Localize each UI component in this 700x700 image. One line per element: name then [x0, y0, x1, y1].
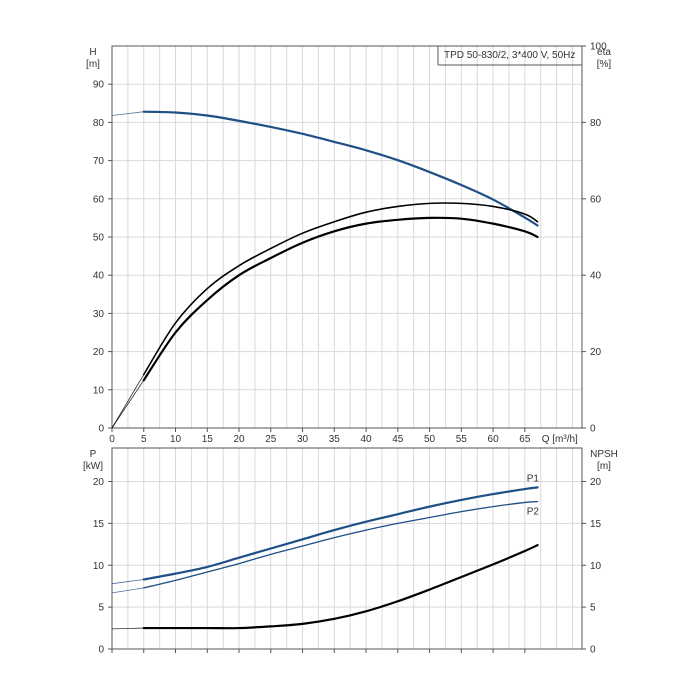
y2-tick-label: 60 — [590, 194, 602, 205]
y-tick-label: 60 — [93, 194, 105, 205]
y-tick-label: 50 — [93, 233, 105, 244]
y2-axis-unit: [m] — [597, 461, 611, 472]
series-label-p1: P1 — [527, 473, 540, 484]
y-axis-unit: [m] — [86, 59, 100, 70]
y2-tick-label: 20 — [590, 477, 602, 488]
y-tick-label: 5 — [98, 603, 104, 614]
y-axis-unit: [kW] — [83, 461, 103, 472]
series-line-npsh — [142, 544, 539, 630]
y2-tick-label: 40 — [590, 271, 602, 282]
x-tick-label: 15 — [202, 434, 214, 445]
y-tick-label: 20 — [93, 347, 105, 358]
y-tick-label: 30 — [93, 309, 105, 320]
x-tick-label: 50 — [424, 434, 436, 445]
y-tick-label: 90 — [93, 80, 105, 91]
chart-title: TPD 50-830/2, 3*400 V, 50Hz — [444, 50, 575, 61]
y-tick-label: 40 — [93, 271, 105, 282]
series-line-eta-lower — [142, 216, 539, 382]
y-tick-label: 20 — [93, 477, 105, 488]
x-tick-label: 55 — [456, 434, 468, 445]
y-axis-label: P — [90, 449, 97, 460]
y2-tick-label: 15 — [590, 519, 602, 530]
x-axis-label: Q [m³/h] — [542, 434, 578, 445]
y-tick-label: 70 — [93, 156, 105, 167]
series-extension-h — [111, 111, 144, 116]
y-tick-label: 0 — [98, 645, 104, 656]
series-extension-eta_lower — [111, 380, 145, 429]
series-line-p2 — [143, 500, 539, 589]
y2-axis-unit: [%] — [597, 59, 612, 70]
x-tick-label: 65 — [519, 434, 531, 445]
series-extension-p1 — [111, 579, 144, 585]
y2-tick-label: 0 — [590, 645, 596, 656]
plot-frame — [111, 447, 583, 650]
x-tick-label: 5 — [141, 434, 147, 445]
series-line-p1 — [142, 486, 539, 581]
y-tick-label: 15 — [93, 519, 105, 530]
x-tick-label: 10 — [170, 434, 182, 445]
series-extension-p2 — [111, 587, 144, 594]
x-tick-label: 25 — [265, 434, 277, 445]
x-tick-label: 20 — [233, 434, 245, 445]
y2-tick-label: 0 — [590, 424, 596, 435]
series-line-h — [142, 110, 539, 227]
y2-tick-label: 80 — [590, 118, 602, 129]
y2-axis-label: eta — [597, 47, 611, 58]
series-line-eta-upper — [142, 202, 539, 376]
x-tick-label: 0 — [109, 434, 115, 445]
series-extension-npsh — [111, 627, 144, 630]
y2-tick-label: 20 — [590, 347, 602, 358]
y-axis-label: H — [89, 47, 96, 58]
x-tick-label: 40 — [360, 434, 372, 445]
y-tick-label: 10 — [93, 561, 105, 572]
x-tick-label: 45 — [392, 434, 404, 445]
x-tick-label: 35 — [329, 434, 341, 445]
y-tick-label: 10 — [93, 385, 105, 396]
y2-tick-label: 5 — [590, 603, 596, 614]
series-label-p2: P2 — [527, 507, 540, 518]
y-tick-label: 80 — [93, 118, 105, 129]
y2-tick-label: 10 — [590, 561, 602, 572]
x-tick-label: 60 — [488, 434, 500, 445]
y2-tick-label: 100 — [590, 42, 607, 53]
x-tick-label: 30 — [297, 434, 309, 445]
y-tick-label: 0 — [98, 424, 104, 435]
y2-axis-label: NPSH — [590, 449, 618, 460]
